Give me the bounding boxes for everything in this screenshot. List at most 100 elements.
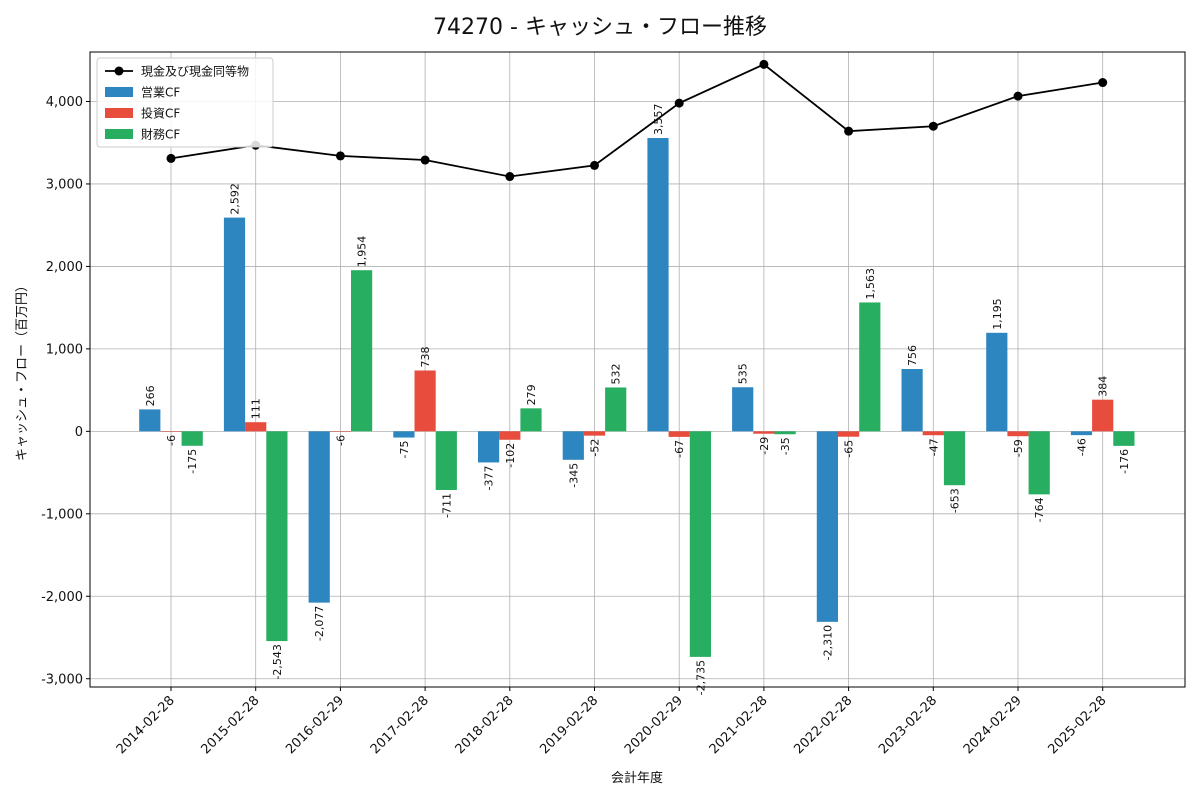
bar bbox=[160, 431, 182, 432]
legend-label: 財務CF bbox=[141, 127, 180, 142]
plot-frame bbox=[89, 51, 1186, 688]
bar-data-label: 3,557 bbox=[652, 104, 665, 136]
bars bbox=[139, 138, 1135, 657]
chart-title: 74270 - キャッシュ・フロー推移 bbox=[433, 15, 767, 40]
y-tick-label: 3,000 bbox=[46, 177, 83, 192]
y-tick-label: -3,000 bbox=[41, 672, 83, 687]
y-tick-label: 0 bbox=[75, 425, 83, 440]
bar bbox=[901, 369, 923, 432]
cash-line-point bbox=[335, 151, 345, 161]
bar bbox=[223, 217, 246, 432]
bar-data-label: -2,077 bbox=[313, 606, 326, 641]
x-tick-label: 2016-02-29 bbox=[283, 693, 347, 757]
bar bbox=[1070, 431, 1093, 436]
x-tick-label: 2019-02-28 bbox=[537, 693, 601, 757]
bar-data-label: 532 bbox=[610, 363, 623, 384]
cash-line-point bbox=[420, 155, 430, 165]
legend-label: 現金及び現金同等物 bbox=[141, 64, 249, 79]
legend-label: 営業CF bbox=[141, 86, 180, 100]
y-tick-label: 4,000 bbox=[46, 95, 83, 110]
bar-data-label: 2,592 bbox=[229, 183, 242, 215]
bar bbox=[435, 431, 457, 490]
bar bbox=[520, 408, 542, 432]
bar-data-label: -176 bbox=[1118, 449, 1131, 474]
bar-data-label: -29 bbox=[758, 437, 771, 455]
bar bbox=[605, 387, 627, 432]
bar bbox=[753, 431, 775, 434]
bar bbox=[351, 270, 373, 432]
bar bbox=[838, 431, 860, 437]
bar-data-label: -2,543 bbox=[271, 644, 284, 679]
bar-data-label: 1,954 bbox=[356, 236, 369, 268]
cash-line-point bbox=[674, 98, 684, 108]
bar-data-label: -2,310 bbox=[821, 625, 834, 660]
bar-data-label: -102 bbox=[504, 443, 517, 468]
bar-data-label: -764 bbox=[1033, 497, 1046, 522]
x-axis-label: 会計年度 bbox=[611, 770, 663, 786]
bar bbox=[139, 409, 161, 432]
bar bbox=[308, 431, 330, 603]
axes: -3,000 -2,000 -1,000 0 1,000 2,000 3,000 4,000 2… bbox=[41, 95, 1109, 757]
bar bbox=[393, 431, 415, 438]
bar bbox=[562, 431, 584, 460]
bar-data-label: -2,735 bbox=[694, 660, 707, 695]
cash-line bbox=[166, 59, 1108, 182]
cash-line-point bbox=[928, 121, 938, 131]
legend-label: 投資CF bbox=[141, 106, 180, 121]
x-tick-label: 2015-02-28 bbox=[198, 693, 262, 757]
cash-line-point bbox=[166, 153, 176, 163]
bar bbox=[329, 431, 351, 432]
bar-data-label: -653 bbox=[949, 488, 962, 513]
cash-line-point bbox=[1098, 78, 1108, 88]
bar-data-label: 1,563 bbox=[864, 268, 877, 300]
y-axis-label: キャッシュ・フロー（百万円） bbox=[15, 279, 30, 461]
bar-data-label: -6 bbox=[165, 435, 178, 446]
bar-data-label: 535 bbox=[737, 363, 750, 384]
bar bbox=[922, 431, 944, 436]
bar bbox=[774, 431, 796, 435]
data-labels: 266 2,592 -2,077 -75 -377 -345 3,557 535 -2,310 7… bbox=[144, 104, 1131, 696]
bar bbox=[816, 431, 838, 622]
bar bbox=[689, 431, 711, 657]
x-tick-label: 2018-02-28 bbox=[453, 693, 517, 757]
x-tick-label: 2022-02-28 bbox=[791, 693, 855, 757]
bar-data-label: 756 bbox=[906, 345, 919, 366]
bar bbox=[943, 431, 966, 486]
bar bbox=[181, 431, 203, 446]
bar bbox=[859, 302, 881, 432]
bar-data-label: 1,195 bbox=[991, 298, 1004, 330]
bar-data-label: -52 bbox=[589, 439, 602, 457]
bar bbox=[414, 370, 436, 432]
legend-marker bbox=[114, 66, 124, 76]
y-tick-label: 1,000 bbox=[46, 342, 83, 357]
x-tick-label: 2020-02-29 bbox=[622, 693, 686, 757]
cash-line-path bbox=[170, 63, 1103, 178]
y-tick-label: -2,000 bbox=[41, 590, 83, 605]
bar bbox=[266, 431, 288, 642]
bar-data-label: -377 bbox=[483, 465, 496, 490]
x-tick-label: 2024-02-29 bbox=[961, 693, 1025, 757]
y-tick-label: 2,000 bbox=[46, 260, 83, 275]
bar-data-label: -75 bbox=[398, 441, 411, 459]
bar bbox=[583, 431, 606, 436]
cash-line-point bbox=[1013, 91, 1023, 101]
y-tick-label: -1,000 bbox=[41, 507, 83, 522]
bar-data-label: -59 bbox=[1012, 439, 1025, 457]
bar bbox=[478, 431, 500, 463]
bar-data-label: -35 bbox=[779, 437, 792, 455]
cash-line-point bbox=[590, 160, 599, 170]
cash-line-point bbox=[505, 172, 515, 182]
bar-data-label: -6 bbox=[334, 435, 347, 446]
bar bbox=[1092, 399, 1114, 432]
bar bbox=[1113, 431, 1135, 446]
bar bbox=[986, 332, 1008, 432]
bar bbox=[245, 422, 267, 432]
bar bbox=[647, 138, 669, 432]
cash-line-point bbox=[759, 59, 769, 69]
bar bbox=[1007, 431, 1029, 437]
bar bbox=[668, 431, 690, 437]
bar-data-label: 111 bbox=[250, 398, 263, 419]
bar-data-label: -345 bbox=[567, 463, 580, 488]
bar-data-label: -65 bbox=[843, 440, 856, 458]
